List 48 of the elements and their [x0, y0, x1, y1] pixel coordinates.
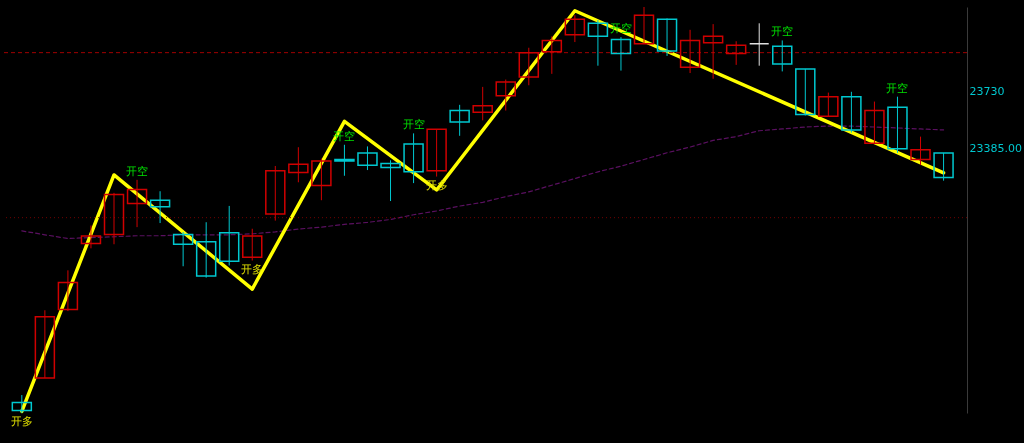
candlestick [311, 158, 332, 201]
candlestick [702, 23, 724, 80]
candlestick [380, 159, 401, 202]
candlestick [57, 269, 79, 312]
candlestick [495, 79, 516, 112]
candlestick [933, 152, 954, 182]
candlestick [564, 14, 586, 43]
candlestick [633, 6, 655, 45]
candlestick [149, 190, 171, 224]
candlestick [748, 22, 770, 67]
candlestick [195, 221, 217, 279]
annotation: 开空 [402, 118, 425, 132]
candlestick [80, 224, 102, 249]
annotation: 开空 [771, 25, 794, 39]
candlestick [679, 29, 701, 74]
candlestick [357, 145, 378, 171]
candlestick [818, 92, 839, 117]
candlestick [288, 146, 309, 183]
y-tick-label: 23730 [969, 85, 1005, 99]
candlestick [795, 68, 816, 116]
candlestick [334, 144, 355, 177]
candlestick [472, 86, 493, 121]
candlestick [172, 231, 194, 267]
candlestick [426, 128, 447, 178]
candlestick [772, 39, 793, 72]
annotation: 开多 [10, 415, 33, 428]
candlestick [887, 96, 908, 154]
annotation: 开空 [126, 164, 149, 178]
candlestick [265, 165, 286, 222]
candlestick [518, 47, 540, 86]
candlestick [34, 309, 56, 379]
candlestick [910, 136, 931, 166]
candlestick [541, 35, 563, 75]
candlestick [403, 132, 424, 184]
candlestick [656, 17, 678, 57]
annotation: 开多 [241, 262, 264, 276]
candlestick [610, 36, 632, 72]
y-tick-label: 23385.00 [969, 141, 1022, 155]
candlestick [103, 192, 125, 245]
candlestick [449, 104, 470, 137]
annotation: 开空 [886, 81, 909, 95]
candlestick [587, 19, 609, 67]
candlestick [725, 40, 747, 66]
candlestick [126, 179, 148, 228]
candlestick [218, 205, 240, 266]
candlestick [841, 91, 862, 134]
candlestick [864, 101, 885, 144]
candlestick [242, 228, 263, 262]
